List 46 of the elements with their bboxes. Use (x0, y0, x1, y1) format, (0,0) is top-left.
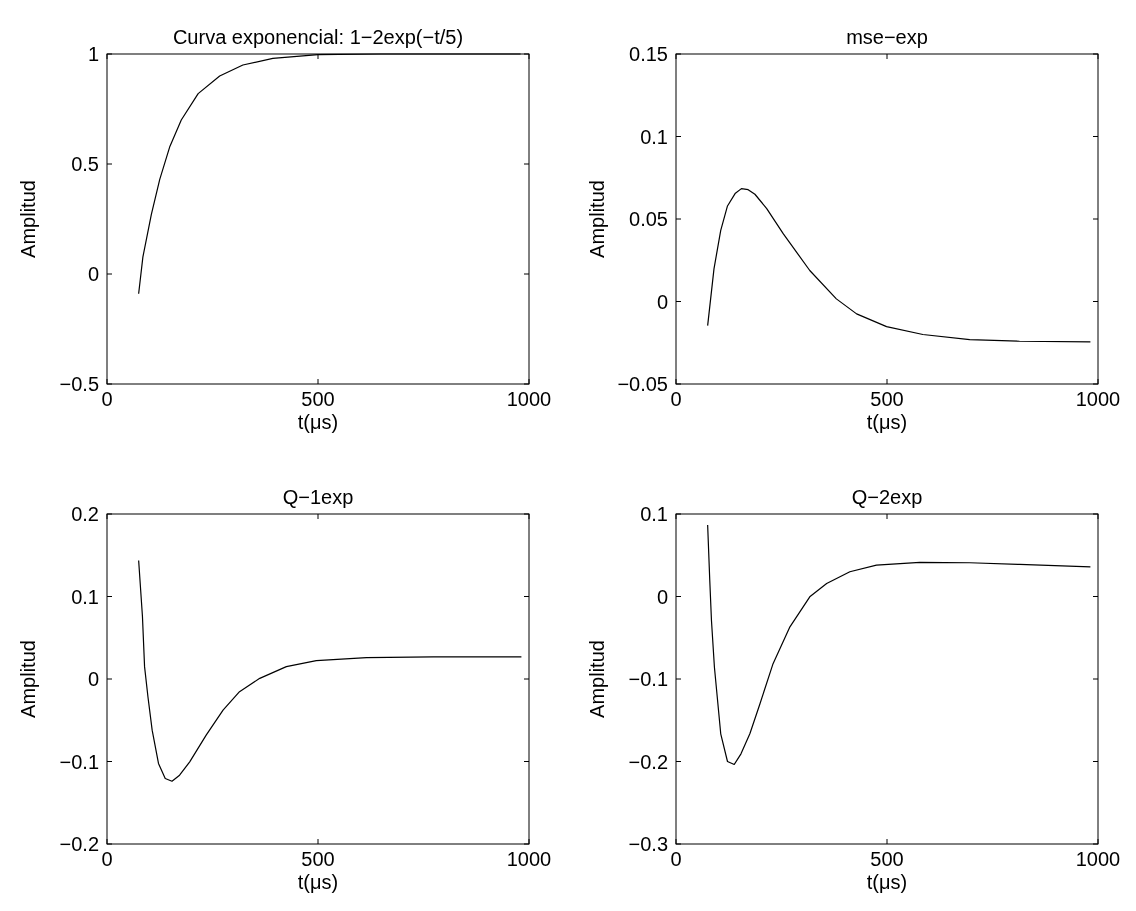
y-axis-title: Amplitud (17, 180, 39, 258)
y-axis-title: Amplitud (17, 640, 39, 718)
x-tick-label: 1000 (506, 388, 552, 410)
x-tick-label: 1000 (1075, 848, 1121, 870)
chart-title: Q−2exp (851, 486, 923, 508)
x-tick-label: 500 (301, 848, 335, 870)
x-axis-title: t(μs) (297, 871, 339, 893)
x-tick-label: 1000 (1075, 388, 1121, 410)
y-tick-label: 0.1 (640, 125, 668, 148)
chart-title: mse−exp (846, 26, 928, 48)
x-tick-label: 0 (101, 848, 113, 870)
y-tick-label: 0.5 (71, 153, 99, 175)
y-tick-label: 1 (87, 43, 99, 65)
x-tick-label: 0 (670, 388, 682, 410)
y-tick-label: 0.1 (640, 503, 668, 525)
x-tick-label: 0 (670, 848, 682, 870)
y-tick-label: −0.1 (628, 668, 668, 690)
y-tick-label: −0.5 (59, 373, 99, 395)
x-tick-label: 1000 (506, 848, 552, 870)
y-tick-label: 0 (87, 668, 99, 690)
x-tick-label: 500 (870, 848, 904, 870)
x-tick-label: 0 (101, 388, 113, 410)
y-tick-label: −0.2 (59, 833, 99, 855)
y-tick-label: 0 (656, 585, 668, 608)
chart-title: Q−1exp (282, 486, 354, 508)
y-tick-label: 0.2 (71, 503, 99, 525)
x-axis-title: t(μs) (297, 411, 339, 433)
x-tick-label: 500 (301, 388, 335, 410)
line-series (707, 188, 1091, 343)
y-tick-label: 0 (87, 263, 99, 285)
x-axis-title: t(μs) (866, 411, 908, 433)
chart-title: Curva exponencial: 1−2exp(−t/5) (172, 26, 464, 48)
x-axis-title: t(μs) (866, 871, 908, 893)
y-tick-label: 0.05 (629, 208, 668, 230)
line-series (138, 559, 522, 782)
line-series (707, 524, 1091, 766)
x-tick-label: 500 (870, 388, 904, 410)
y-tick-label: −0.1 (59, 750, 99, 773)
y-axis-title: Amplitud (586, 640, 608, 718)
y-tick-label: −0.2 (628, 750, 668, 773)
y-tick-label: 0.15 (629, 43, 668, 65)
y-tick-label: 0 (656, 290, 668, 313)
y-axis-title: Amplitud (586, 180, 608, 258)
y-tick-label: 0.1 (71, 585, 99, 608)
y-tick-label: −0.3 (628, 833, 668, 855)
y-tick-label: −0.05 (617, 373, 668, 395)
